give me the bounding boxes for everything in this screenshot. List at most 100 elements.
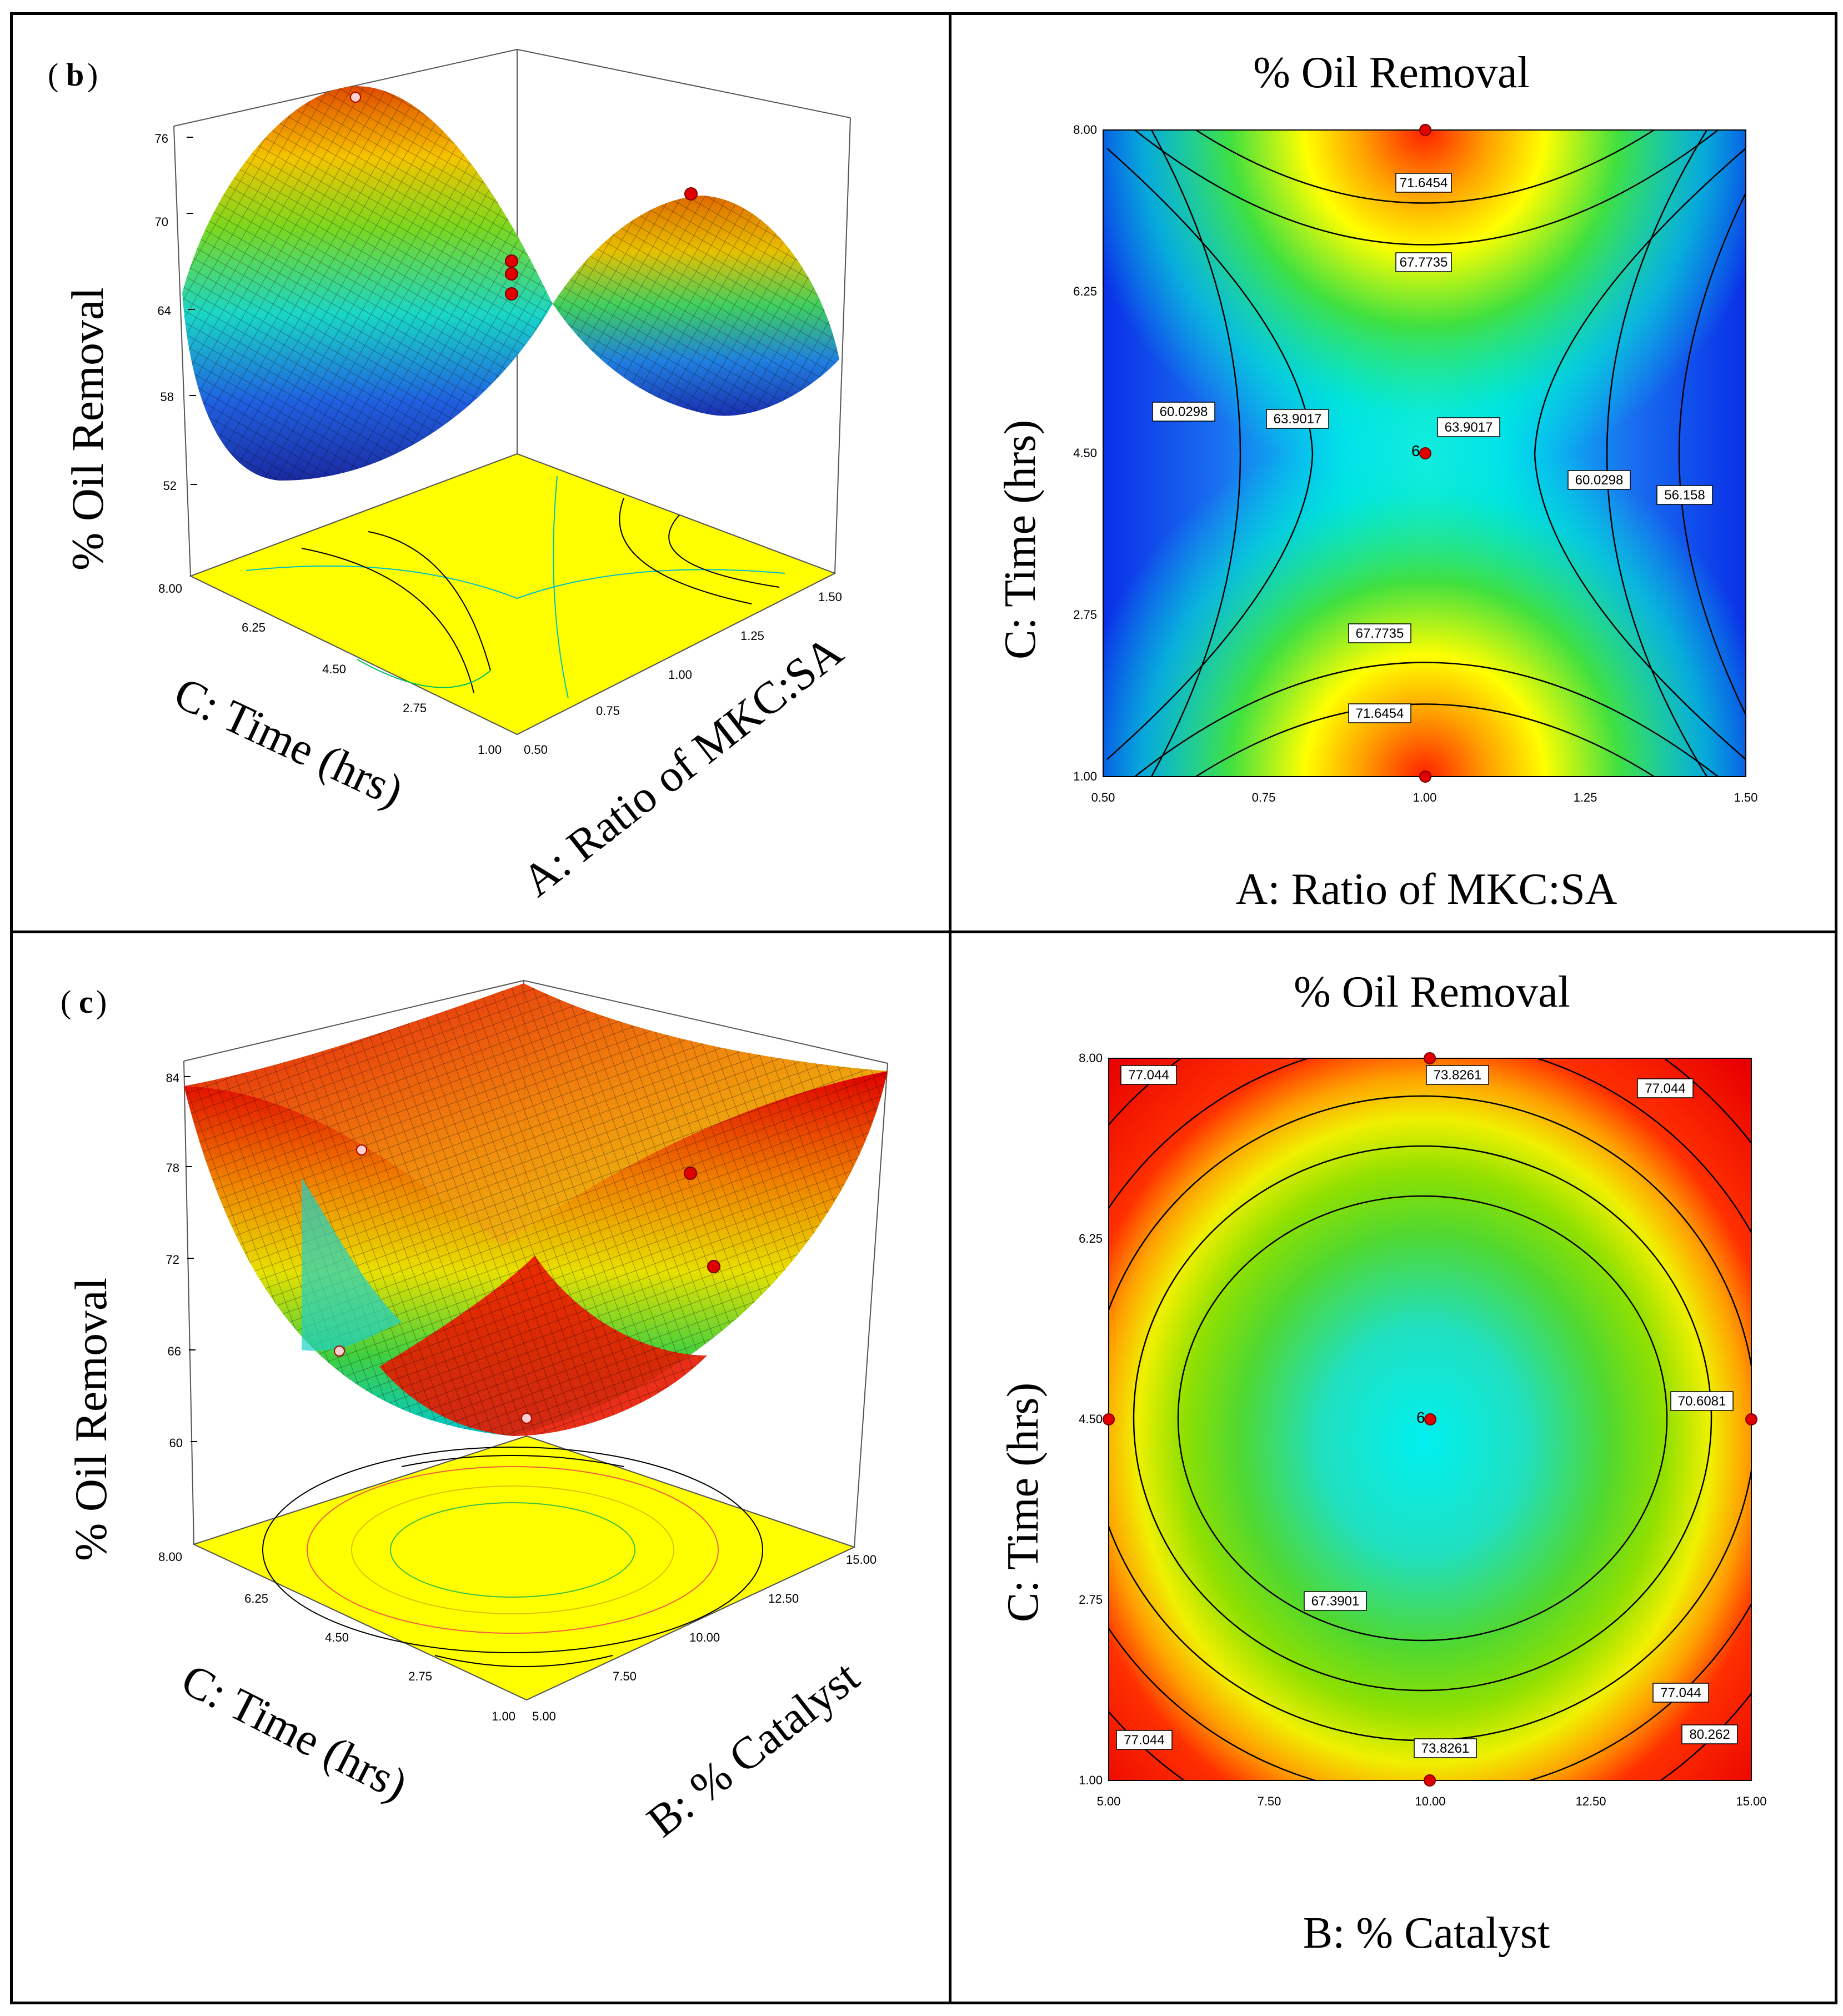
contour-c-x-tick: 12.50	[1575, 1794, 1606, 1808]
surface-c-z-tick: 72	[166, 1253, 179, 1267]
surface-b-point	[350, 92, 361, 103]
contour-b-title: % Oil Removal	[1253, 48, 1530, 97]
contour-c-label: 80.262	[1689, 1727, 1730, 1742]
horizontal-divider	[10, 931, 1837, 933]
surface-b-right-tick: 1.25	[740, 629, 764, 643]
contour-c-y-tick: 6.25	[1079, 1232, 1103, 1245]
contour-b-point	[1419, 124, 1431, 136]
contour-c-y-label: C: Time (hrs)	[999, 1383, 1048, 1622]
contour-c-x-tick: 5.00	[1097, 1794, 1121, 1808]
contour-c-y-tick: 8.00	[1079, 1051, 1103, 1065]
contour-c-y-tick: 4.50	[1079, 1412, 1103, 1426]
contour-b-x-tick: 0.50	[1091, 791, 1115, 804]
contour-b-label: 71.6454	[1400, 176, 1448, 191]
surface-b-left-tick: 8.00	[158, 582, 182, 596]
surface-b-z-tick: 70	[155, 215, 168, 229]
contour-b-y-label: C: Time (hrs)	[996, 420, 1045, 659]
surface-c-point	[684, 1167, 697, 1180]
contour-b-label: 71.6454	[1356, 706, 1404, 721]
surface-b-point	[684, 187, 698, 201]
contour-b-y-tick: 1.00	[1073, 769, 1097, 783]
vertical-divider	[949, 12, 951, 2004]
contour-b-lines	[1106, 130, 1746, 777]
surface-c-left-tick: 8.00	[158, 1550, 182, 1564]
panel-b-label-close: )	[87, 57, 98, 93]
contour-b-label: 60.0298	[1575, 473, 1624, 488]
figure-frame	[10, 12, 1837, 2004]
panel-c-contour: % Oil Removal 77.044 73.8261 77.044 70.6…	[951, 933, 1835, 2002]
surface-b-point	[505, 254, 518, 268]
contour-b-x-tick: 1.25	[1574, 791, 1597, 804]
surface-c-left-shade	[302, 1178, 402, 1351]
contour-b-x-tick: 1.50	[1734, 791, 1758, 804]
surface-b-left-tick: 4.50	[322, 662, 346, 676]
surface-c-right-tick: 5.00	[532, 1709, 556, 1723]
surface-b-point	[505, 267, 518, 281]
panel-b-surface: ( b ) 76 70 64 58 52 %	[13, 15, 949, 931]
surface-c-point	[356, 1144, 367, 1155]
surface-b-right-mesh	[553, 196, 839, 416]
surface-c-point	[334, 1345, 345, 1357]
contour-b-y-tick: 4.50	[1073, 446, 1097, 460]
surface-b-z-tick: 76	[155, 132, 168, 146]
contour-b-x-tick: 0.75	[1252, 791, 1276, 804]
panel-b-label-open: (	[48, 57, 58, 93]
surface-b-z-label: % Oil Removal	[62, 287, 113, 571]
surface-c-back-mesh	[184, 983, 888, 1244]
contour-c-label: 77.044	[1660, 1685, 1701, 1700]
surface-c-z-tick: 60	[169, 1436, 183, 1450]
surface-b-left-mesh	[182, 86, 553, 481]
surface-b-z-tick: 58	[161, 390, 174, 404]
contour-c-label: 77.044	[1124, 1733, 1164, 1748]
surface-b-point	[505, 287, 518, 301]
surface-c-floor-contours	[262, 1447, 763, 1667]
surface-c-left-tick: 6.25	[244, 1592, 268, 1605]
contour-c-center-count: 6	[1416, 1409, 1425, 1426]
contour-c-x-label: B: % Catalyst	[1303, 1909, 1550, 1958]
contour-c-svg: % Oil Removal 77.044 73.8261 77.044 70.6…	[999, 968, 1767, 1958]
surface-c-right-tick: 15.00	[846, 1553, 877, 1567]
surface-b-z-tick: 52	[163, 479, 177, 493]
surface-c-left-tick: 2.75	[408, 1669, 432, 1683]
contour-c-point	[1745, 1413, 1757, 1425]
contour-c-point	[1424, 1052, 1436, 1064]
contour-c-y-tick: 1.00	[1079, 1773, 1103, 1787]
surface-c-z-tick: 84	[166, 1071, 179, 1085]
surface-c-right-tick: 10.00	[689, 1630, 720, 1644]
surface-b-right-tick: 0.50	[524, 743, 548, 757]
surface-c-point	[707, 1260, 720, 1273]
surface-c-right-tick: 7.50	[613, 1669, 637, 1683]
surface-c-z-label: % Oil Removal	[66, 1278, 116, 1561]
surface-b-right-tick: 1.50	[818, 590, 842, 604]
contour-b-y-tick: 6.25	[1073, 284, 1097, 298]
panel-b-label-letter: b	[66, 57, 84, 93]
contour-b-svg: % Oil Removal 71.6454 67.7735 60.0298 63…	[996, 48, 1758, 914]
contour-b-label: 63.9017	[1445, 420, 1493, 435]
surface-c-right-tick: 12.50	[768, 1592, 799, 1605]
contour-c-x-tick: 7.50	[1258, 1794, 1281, 1808]
contour-c-point	[1424, 1413, 1436, 1425]
surface-b-left-tick: 2.75	[403, 701, 427, 715]
contour-c-point	[1424, 1774, 1436, 1787]
contour-b-x-label: A: Ratio of MKC:SA	[1236, 865, 1617, 914]
surface-b-right-tick: 0.75	[596, 704, 620, 718]
contour-b-x-tick: 1.00	[1413, 791, 1437, 804]
surface-c-z-tick: 78	[166, 1161, 179, 1175]
contour-c-label: 77.044	[1645, 1081, 1685, 1096]
contour-c-title: % Oil Removal	[1294, 968, 1570, 1017]
contour-b-label: 67.7735	[1356, 626, 1404, 641]
surface-b-floor-contours	[246, 476, 785, 699]
contour-c-label: 73.8261	[1434, 1068, 1482, 1083]
surface-b-z-tick: 64	[158, 304, 171, 318]
surface-c-left-tick: 4.50	[325, 1630, 349, 1644]
contour-c-x-tick: 10.00	[1415, 1794, 1445, 1808]
contour-b-label: 60.0298	[1160, 404, 1208, 419]
contour-c-labels: 77.044 73.8261 77.044 70.6081 67.3901 77…	[1116, 1065, 1738, 1758]
surface-c-floor	[192, 1435, 856, 1701]
panel-b-contour: % Oil Removal 71.6454 67.7735 60.0298 63…	[951, 15, 1835, 931]
surface-c-point	[521, 1413, 532, 1424]
surface-c-bowl-mesh	[184, 1071, 888, 1436]
surface-b-z-ticklines	[187, 137, 197, 485]
surface-c-z-tick: 66	[168, 1344, 181, 1358]
panel-c-label-open: (	[61, 984, 71, 1020]
